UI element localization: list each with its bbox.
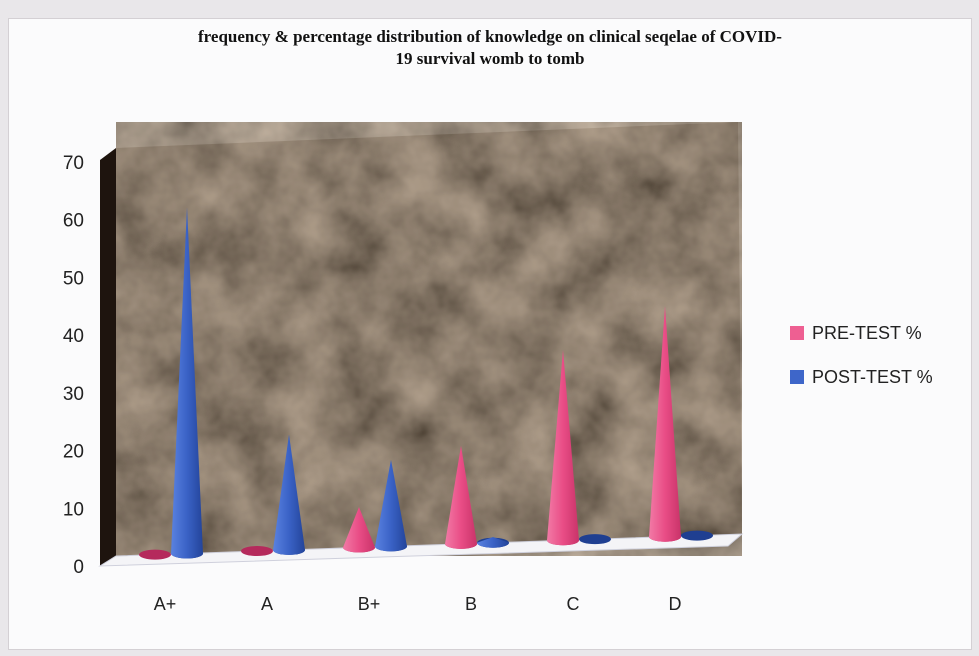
cone-post-test-A+ bbox=[171, 207, 203, 559]
cone-body bbox=[375, 459, 407, 552]
x-tick-label: B bbox=[465, 594, 477, 614]
cone-base bbox=[579, 534, 611, 545]
legend-item-pre-test: PRE-TEST % bbox=[790, 322, 933, 344]
cone-post-test-A bbox=[273, 434, 305, 555]
x-tick-label: C bbox=[567, 594, 580, 614]
cone-pre-test-A+ bbox=[139, 549, 171, 560]
cone-body bbox=[649, 305, 681, 542]
plot-floor bbox=[98, 533, 744, 567]
y-axis: 0 10 20 30 40 50 60 70 bbox=[63, 153, 84, 578]
cone-pre-test-B+ bbox=[343, 507, 375, 553]
cone-body bbox=[171, 207, 203, 559]
cone-pre-test-C bbox=[547, 349, 579, 546]
cone-pre-test-D bbox=[649, 305, 681, 542]
cone-base bbox=[681, 530, 713, 541]
cone-post-test-C bbox=[579, 534, 611, 545]
cone-pre-test-A bbox=[241, 546, 273, 557]
y-tick-label: 50 bbox=[63, 268, 84, 289]
legend-item-post-test: POST-TEST % bbox=[790, 366, 933, 388]
cone-body bbox=[547, 349, 579, 546]
cone-base bbox=[139, 549, 171, 560]
x-tick-label: A+ bbox=[154, 594, 177, 614]
legend: PRE-TEST % POST-TEST % bbox=[790, 322, 933, 410]
cone-body bbox=[477, 536, 509, 548]
cone-base bbox=[241, 546, 273, 557]
y-tick-label: 0 bbox=[73, 557, 84, 578]
cone-body bbox=[273, 434, 305, 555]
y-tick-label: 70 bbox=[63, 153, 84, 174]
y-tick-label: 40 bbox=[63, 326, 84, 347]
x-tick-label: A bbox=[261, 594, 273, 614]
chart-marks bbox=[139, 207, 713, 560]
x-axis: A+ A B+ B C D bbox=[154, 594, 682, 614]
chart-title-line-1: frequency & percentage distribution of k… bbox=[198, 27, 782, 46]
cone-post-test-D bbox=[681, 530, 713, 541]
x-tick-label: B+ bbox=[358, 594, 381, 614]
cone-pre-test-B bbox=[445, 445, 477, 549]
y-tick-label: 10 bbox=[63, 499, 84, 520]
cone-post-test-B+ bbox=[375, 459, 407, 552]
x-tick-label: D bbox=[669, 594, 682, 614]
plot-back-wall-texture bbox=[116, 122, 742, 556]
y-tick-label: 30 bbox=[63, 384, 84, 405]
legend-label-pre-test: PRE-TEST % bbox=[812, 322, 922, 343]
chart-title: frequency & percentage distribution of k… bbox=[120, 26, 860, 70]
cone-body bbox=[343, 507, 375, 553]
legend-label-post-test: POST-TEST % bbox=[812, 366, 933, 387]
y-tick-label: 20 bbox=[63, 442, 84, 463]
legend-swatch-post-test bbox=[790, 370, 804, 384]
y-tick-label: 60 bbox=[63, 211, 84, 232]
cone-body bbox=[445, 445, 477, 549]
legend-swatch-pre-test bbox=[790, 326, 804, 340]
chart-title-line-2: 19 survival womb to tomb bbox=[395, 49, 585, 68]
cone-post-test-B bbox=[477, 536, 509, 548]
plot-side-wall bbox=[100, 148, 116, 566]
